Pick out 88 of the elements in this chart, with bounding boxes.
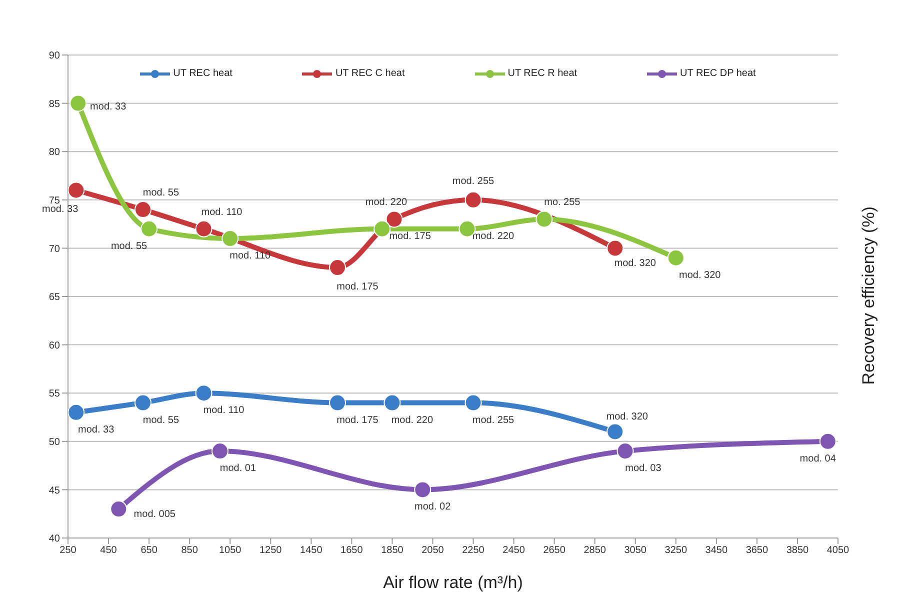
legend-label: UT REC C heat xyxy=(334,68,405,79)
y-tick-label: 75 xyxy=(48,195,60,206)
point xyxy=(222,230,239,248)
x-tick-label: 3050 xyxy=(624,545,647,556)
annotation: mod. 175 xyxy=(336,414,379,426)
annotation: mod. 55 xyxy=(110,240,148,252)
x-tick-label: 1050 xyxy=(218,545,242,556)
x-tick-label: 3450 xyxy=(705,545,728,556)
x-tick-label: 1850 xyxy=(381,545,404,556)
annotation: mod. 33 xyxy=(42,204,79,216)
x-tick-label: 3250 xyxy=(664,545,688,556)
x-tick-label: 250 xyxy=(60,545,77,556)
point xyxy=(70,94,87,112)
legend-label: UT REC R heat xyxy=(506,68,578,79)
annotation: mod. 175 xyxy=(336,282,379,293)
point xyxy=(464,191,482,208)
y-tick-label: 85 xyxy=(48,98,60,110)
y-tick-label: 65 xyxy=(48,292,60,304)
y-tick-label: 80 xyxy=(48,147,60,158)
annotation: mod. 320 xyxy=(614,258,656,270)
y-tick-label: 40 xyxy=(48,534,60,545)
x-axis-title: Air flow rate (m³/h) xyxy=(383,573,523,592)
annotation: mod. 220 xyxy=(391,414,434,426)
point xyxy=(195,220,212,238)
annotation: mod. 02 xyxy=(414,502,452,513)
x-tick-label: 1650 xyxy=(340,545,364,556)
x-tick-label: 1250 xyxy=(260,545,282,556)
annotation: mod. 005 xyxy=(134,509,176,520)
point xyxy=(464,394,482,412)
annotation: mod. 220 xyxy=(472,230,514,242)
point xyxy=(414,481,432,498)
legend-label: UT REC DP heat xyxy=(679,68,756,79)
x-tick-label: 2450 xyxy=(502,545,526,556)
x-tick-label: 650 xyxy=(140,545,158,556)
point xyxy=(329,394,346,412)
annotation: mod. 33 xyxy=(78,424,115,436)
x-tick-label: 450 xyxy=(100,545,118,556)
annotation: mod. 55 xyxy=(142,188,180,199)
y-tick-label: 70 xyxy=(48,244,60,255)
x-tick-label: 2050 xyxy=(422,545,444,556)
annotation: mod. 110 xyxy=(230,250,272,262)
point xyxy=(616,442,634,460)
point xyxy=(667,249,684,266)
point xyxy=(140,220,158,238)
annotation: mod. 255 xyxy=(452,176,495,187)
point xyxy=(374,220,391,238)
x-tick-label: 3850 xyxy=(786,545,810,556)
point xyxy=(819,432,836,450)
point xyxy=(134,201,152,218)
annotation: mod. 04 xyxy=(800,453,836,464)
x-tick-label: 1450 xyxy=(300,545,323,556)
point xyxy=(606,240,624,257)
point xyxy=(211,442,228,460)
annotation: mod. 01 xyxy=(220,463,256,474)
annotation: mo. 255 xyxy=(544,197,581,208)
point xyxy=(329,259,346,276)
annotation: mod. 320 xyxy=(679,270,722,281)
annotation: mod. 175 xyxy=(389,230,432,242)
annotation: mod. 03 xyxy=(625,463,662,474)
y-tick-label: 60 xyxy=(48,340,60,352)
y-axis-title: Recovery efficiency (%) xyxy=(859,206,878,385)
point xyxy=(386,210,403,228)
y-tick-label: 55 xyxy=(48,388,60,400)
annotation: mod. 320 xyxy=(606,412,648,423)
legend-label: UT REC heat xyxy=(172,68,232,79)
point xyxy=(110,500,128,518)
x-tick-label: 850 xyxy=(181,545,198,556)
annotation: mod. 110 xyxy=(203,405,245,416)
y-tick-label: 50 xyxy=(48,436,60,448)
y-tick-label: 45 xyxy=(48,485,60,496)
annotation: mod. 220 xyxy=(365,197,408,208)
annotation: mod. 110 xyxy=(201,206,243,218)
annotation: mod. 255 xyxy=(472,414,515,426)
point xyxy=(195,384,212,402)
point xyxy=(68,182,85,199)
x-tick-label: 4050 xyxy=(826,545,850,556)
point xyxy=(384,394,401,412)
x-tick-label: 2850 xyxy=(584,545,606,556)
point xyxy=(68,404,85,421)
point xyxy=(134,394,152,412)
point xyxy=(536,210,553,228)
y-tick-label: 90 xyxy=(48,50,60,62)
annotation: mod. 33 xyxy=(90,101,127,112)
x-tick-label: 2650 xyxy=(543,545,566,556)
annotation: mod. 55 xyxy=(142,414,180,426)
point xyxy=(606,423,624,440)
x-tick-label: 2250 xyxy=(462,545,485,556)
x-tick-label: 3650 xyxy=(746,545,769,556)
